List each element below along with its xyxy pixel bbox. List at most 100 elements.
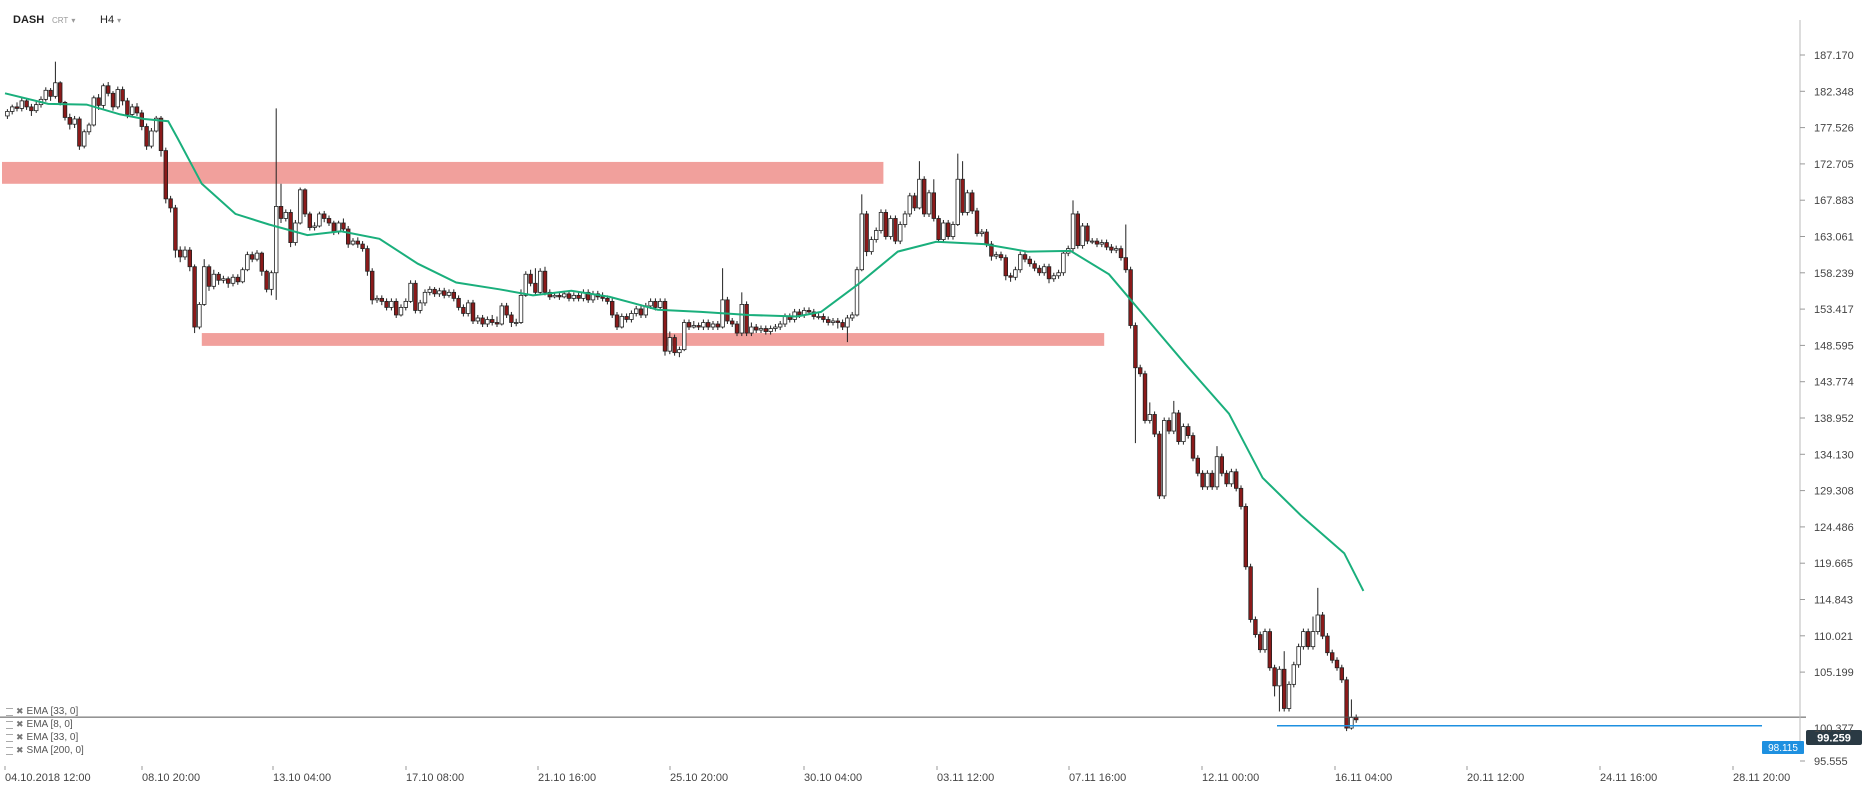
- candle-body: [734, 323, 740, 334]
- candle-body: [826, 319, 831, 323]
- candle-body: [456, 297, 461, 308]
- candle-body: [1090, 240, 1095, 243]
- time-tick-label: 24.11 16:00: [1600, 772, 1657, 784]
- indicator-item[interactable]: ✖ EMA [8, 0]: [6, 719, 73, 730]
- candle-body: [974, 210, 980, 234]
- price-tick-label: 163.061: [1814, 232, 1854, 244]
- candle-body: [571, 294, 576, 299]
- chart-type-selector[interactable]: CRT ▾: [52, 14, 75, 26]
- candle-body: [1286, 683, 1292, 709]
- candle-body: [1099, 242, 1104, 245]
- price-zone: [2, 161, 884, 184]
- resistance-support-zones: [2, 161, 1105, 346]
- candle-body: [658, 300, 663, 308]
- timeframe-selector[interactable]: H4 ▾: [100, 14, 121, 26]
- candle-body: [413, 282, 418, 311]
- candle-body: [158, 117, 164, 152]
- candle-body: [273, 206, 279, 274]
- candle-body: [850, 314, 855, 319]
- candle-body: [1214, 456, 1220, 488]
- candle-body: [1152, 414, 1157, 435]
- price-tick-label: 172.705: [1814, 159, 1854, 171]
- candle-body: [504, 305, 509, 316]
- candle-body: [345, 228, 351, 245]
- candle-body: [1229, 471, 1234, 485]
- candle-body: [48, 89, 53, 97]
- candle-body: [725, 299, 730, 322]
- candle-body: [307, 213, 312, 228]
- candle-body: [1243, 506, 1248, 568]
- candle-body: [648, 300, 653, 307]
- candle-body: [1190, 435, 1196, 459]
- candle-body: [1157, 433, 1162, 497]
- candle-body: [14, 106, 20, 109]
- candle-body: [912, 195, 917, 209]
- close-icon[interactable]: ✖: [16, 745, 24, 755]
- candle-body: [91, 97, 96, 126]
- price-axis[interactable]: 187.170 182.348 177.526 172.705 167.883 163.0…: [1799, 20, 1854, 768]
- candle-body: [806, 310, 812, 313]
- list-icon: [6, 720, 13, 729]
- indicator-item[interactable]: ✖ SMA [200, 0]: [6, 745, 84, 756]
- candle-body: [1013, 269, 1018, 278]
- time-tick-label: 03.11 12:00: [937, 772, 994, 784]
- indicator-item[interactable]: ✖ EMA [33, 0]: [6, 732, 78, 743]
- chevron-down-icon: ▾: [71, 16, 76, 25]
- candle-body: [533, 282, 538, 293]
- symbol-label[interactable]: DASH: [13, 14, 45, 26]
- candle-body: [888, 218, 893, 237]
- price-tick-label: 148.595: [1814, 340, 1854, 352]
- close-icon[interactable]: ✖: [16, 732, 24, 742]
- candle-body: [682, 322, 687, 351]
- candle-body: [1037, 267, 1042, 274]
- close-icon[interactable]: ✖: [16, 706, 24, 716]
- candle-body: [1354, 717, 1359, 721]
- candle-body: [1224, 472, 1229, 485]
- candle-body: [427, 288, 432, 293]
- candle-body: [144, 126, 149, 147]
- price-tick-label: 114.843: [1814, 595, 1853, 607]
- candle-body: [1070, 213, 1076, 250]
- candle-body: [1022, 254, 1028, 260]
- candle-body: [1344, 679, 1349, 729]
- candle-body: [1176, 412, 1181, 443]
- candle-body: [653, 300, 658, 308]
- candle-body: [710, 323, 716, 328]
- candle-body: [1320, 614, 1325, 637]
- candle-body: [461, 307, 466, 314]
- candle-body: [970, 192, 975, 212]
- candle-body: [384, 300, 389, 308]
- candle-body: [1085, 225, 1090, 242]
- candle-body: [1296, 646, 1301, 666]
- price-tick-label: 119.665: [1814, 558, 1853, 570]
- candle-body: [437, 290, 442, 295]
- candle-body: [360, 243, 365, 250]
- time-axis[interactable]: 04.10.2018 12:00 08.10 20:00 13.10 04:00 17…: [4, 766, 1790, 784]
- candle-body: [763, 328, 768, 332]
- candle-body: [58, 82, 63, 103]
- candle-body: [101, 85, 106, 106]
- candle-body: [67, 117, 72, 125]
- candle-body: [374, 297, 380, 301]
- price-tick-label: 182.348: [1814, 86, 1854, 98]
- candle-body: [312, 225, 317, 228]
- time-tick-label: 20.11 12:00: [1467, 772, 1524, 784]
- candle-body: [677, 349, 682, 354]
- candle-body: [34, 104, 39, 112]
- candle-body: [1104, 242, 1109, 248]
- candle-body: [53, 82, 58, 97]
- candle-body: [893, 218, 898, 242]
- close-icon[interactable]: ✖: [16, 719, 24, 729]
- indicator-label: EMA [33, 0]: [26, 706, 79, 717]
- low-marker-tag-text: 98.115: [1768, 743, 1798, 754]
- indicator-item[interactable]: ✖ EMA [33, 0]: [6, 706, 78, 717]
- candle-body: [1200, 472, 1205, 488]
- candle-body: [240, 269, 245, 283]
- indicator-label: EMA [8, 0]: [26, 719, 73, 730]
- candle-body: [538, 270, 543, 293]
- candle-body: [86, 124, 92, 133]
- candle-body: [528, 273, 533, 284]
- candle-body: [1186, 426, 1191, 436]
- price-tick-label: 158.239: [1814, 268, 1854, 280]
